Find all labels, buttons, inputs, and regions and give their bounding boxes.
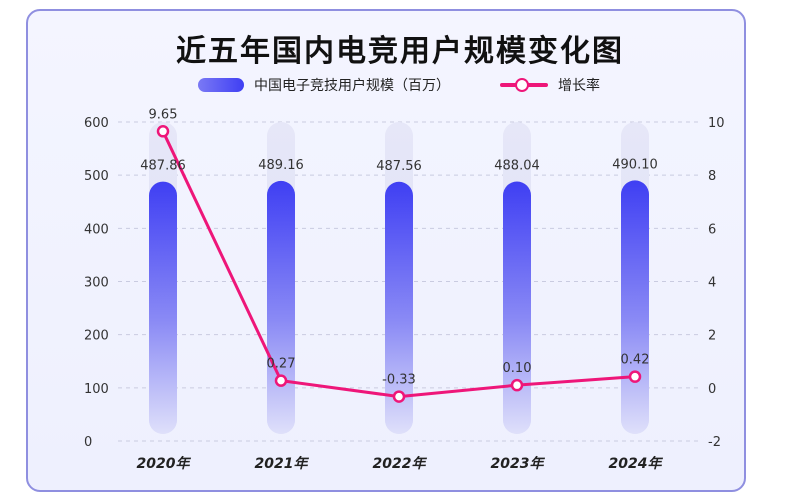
bar [267, 180, 295, 434]
y-left-tick-label: 600 [84, 116, 109, 131]
y-right-tick-label: 2 [708, 329, 716, 344]
bar-value-label: 487.86 [140, 159, 186, 174]
legend-line-label: 增长率 [558, 78, 600, 94]
bar [149, 181, 177, 434]
growth-rate-label: 0.27 [267, 357, 296, 372]
y-left-tick-label: 400 [84, 222, 109, 237]
y-left-tick-label: 300 [84, 276, 109, 291]
bar-value-label: 489.16 [258, 158, 304, 173]
growth-rate-label: -0.33 [382, 373, 416, 388]
growth-rate-label: 0.10 [503, 361, 532, 376]
chart-title: 近五年国内电竞用户规模变化图 [176, 34, 624, 69]
x-category-label: 2020年 [137, 455, 192, 472]
growth-rate-point [510, 378, 524, 392]
growth-rate-point [628, 370, 642, 383]
x-category-label: 2021年 [255, 455, 310, 472]
y-left-tick-label: 100 [84, 382, 109, 397]
growth-rate-point [156, 125, 170, 138]
y-right-tick-label: 0 [708, 382, 716, 397]
y-left-tick-label: 0 [84, 435, 92, 450]
bar [385, 181, 413, 434]
bar-value-label: 487.56 [376, 159, 422, 174]
growth-rate-point [274, 374, 288, 387]
bar-value-label: 488.04 [494, 159, 540, 174]
bar-value-label: 490.10 [612, 157, 658, 172]
growth-rate-label: 9.65 [149, 107, 178, 122]
legend-line-swatch [500, 78, 548, 92]
x-category-label: 2022年 [373, 455, 428, 472]
growth-rate-point [392, 390, 406, 403]
y-right-tick-label: 8 [708, 169, 716, 184]
y-right-tick-label: 6 [708, 222, 716, 237]
y-right-tick-label: 4 [708, 276, 716, 291]
y-left-tick-label: 200 [84, 329, 109, 344]
growth-rate-label: 0.42 [621, 353, 650, 368]
legend-bar-label: 中国电子竞技用户规模（百万） [254, 78, 450, 94]
legend-line-item: 增长率 [500, 76, 600, 94]
y-left-tick-label: 500 [84, 169, 109, 184]
legend-bar-item: 中国电子竞技用户规模（百万） [198, 76, 450, 94]
x-category-label: 2023年 [491, 455, 546, 472]
bar [503, 181, 531, 434]
legend-bar-swatch [198, 78, 244, 92]
x-category-label: 2024年 [609, 455, 664, 472]
y-right-tick-label: -2 [708, 435, 721, 450]
y-right-tick-label: 10 [708, 116, 725, 131]
bar [621, 180, 649, 434]
